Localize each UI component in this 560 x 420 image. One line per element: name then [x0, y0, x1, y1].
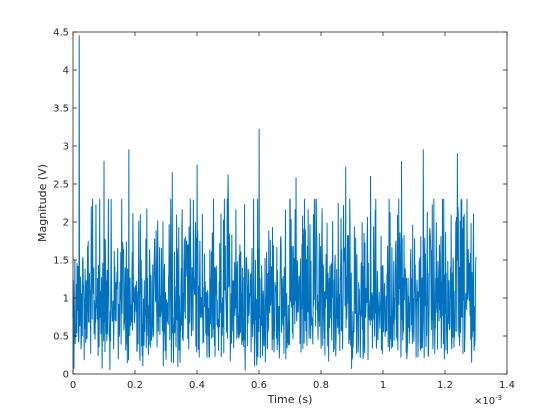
series-line: [72, 35, 477, 371]
y-tick-label: 0: [63, 370, 69, 381]
x-axis-exponent-base: ×10: [474, 396, 495, 407]
x-tick-label: 1.4: [499, 380, 515, 391]
y-tick-label: 3.5: [53, 104, 69, 115]
y-axis: 0 0.5 1 1.5 2 2.5 3 3.5 4 4.5: [53, 28, 507, 381]
x-axis-label: Time (s): [267, 393, 313, 406]
y-tick-label: 1: [63, 294, 69, 305]
x-tick-label: 0: [70, 380, 76, 391]
x-axis-exponent-power: -3: [495, 394, 502, 402]
y-tick-label: 2.5: [53, 180, 69, 191]
y-tick-label: 2: [63, 218, 69, 229]
y-tick-label: 1.5: [53, 256, 69, 267]
y-tick-label: 3: [63, 142, 69, 153]
y-axis-label: Magnitude (V): [36, 164, 49, 242]
axes-box: [72, 31, 508, 375]
x-tick-label: 1.2: [437, 380, 453, 391]
x-tick-label: 0.2: [127, 380, 143, 391]
y-tick-label: 4.5: [53, 28, 69, 39]
y-tick-label: 0.5: [53, 332, 69, 343]
plot-area: [72, 31, 508, 375]
x-tick-label: 0.4: [189, 380, 205, 391]
x-axis: 0 0.2 0.4 0.6 0.8 1 1.2 1.4: [70, 32, 515, 391]
x-tick-label: 0.6: [251, 380, 267, 391]
x-axis-exponent: ×10-3: [474, 394, 502, 407]
y-tick-label: 4: [63, 66, 69, 77]
x-tick-label: 1: [380, 380, 386, 391]
x-tick-label: 0.8: [313, 380, 329, 391]
